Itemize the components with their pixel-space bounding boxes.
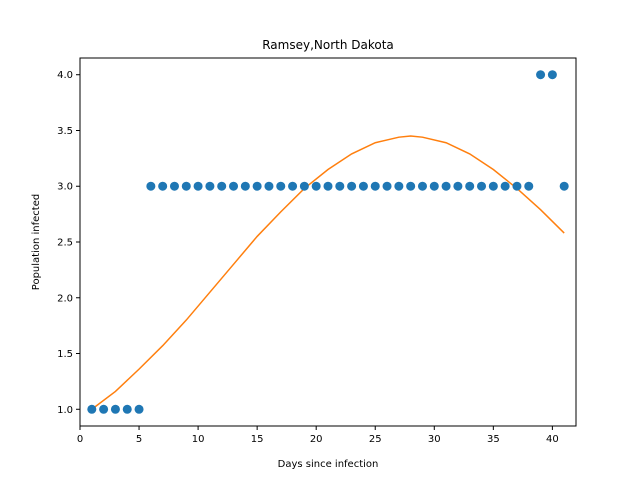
data-point xyxy=(453,181,463,191)
x-tick-label: 15 xyxy=(251,434,264,445)
data-point xyxy=(288,181,298,191)
y-tick-label: 1.0 xyxy=(57,405,73,416)
x-tick-label: 20 xyxy=(310,434,323,445)
data-point xyxy=(547,70,557,80)
data-point xyxy=(358,181,368,191)
data-point xyxy=(311,181,321,191)
data-point xyxy=(134,404,144,414)
x-tick-label: 25 xyxy=(369,434,382,445)
data-point xyxy=(347,181,357,191)
data-point xyxy=(394,181,404,191)
data-point xyxy=(488,181,498,191)
data-point xyxy=(323,181,333,191)
data-point xyxy=(240,181,250,191)
y-tick-label: 3.0 xyxy=(57,182,73,193)
y-tick-label: 3.5 xyxy=(57,126,73,137)
data-point xyxy=(477,181,487,191)
x-tick-label: 5 xyxy=(136,434,142,445)
y-axis-label: Population infected xyxy=(31,194,42,290)
x-axis-label: Days since infection xyxy=(278,459,379,470)
data-point xyxy=(276,181,286,191)
plot-area xyxy=(87,70,569,414)
x-tick-label: 35 xyxy=(487,434,500,445)
y-tick-label: 1.5 xyxy=(57,349,73,360)
x-tick-label: 40 xyxy=(546,434,559,445)
fit-curve-line xyxy=(91,135,565,410)
data-point xyxy=(382,181,392,191)
data-point xyxy=(146,181,156,191)
data-point xyxy=(193,181,203,191)
data-point xyxy=(181,181,191,191)
data-point xyxy=(417,181,427,191)
data-point xyxy=(122,404,132,414)
y-tick-label: 4.0 xyxy=(57,70,73,81)
data-point xyxy=(99,404,109,414)
x-tick-label: 30 xyxy=(428,434,441,445)
data-point xyxy=(299,181,309,191)
data-point xyxy=(536,70,546,80)
data-point xyxy=(524,181,534,191)
data-point xyxy=(370,181,380,191)
data-point xyxy=(169,181,179,191)
y-tick-label: 2.5 xyxy=(57,238,73,249)
data-point xyxy=(217,181,227,191)
data-point xyxy=(205,181,215,191)
data-point xyxy=(512,181,522,191)
data-point xyxy=(335,181,345,191)
data-point xyxy=(252,181,262,191)
x-tick-label: 10 xyxy=(192,434,205,445)
chart-title: Ramsey,North Dakota xyxy=(262,38,394,52)
data-point xyxy=(264,181,274,191)
data-point xyxy=(229,181,239,191)
y-tick-label: 2.0 xyxy=(57,293,73,304)
data-point xyxy=(87,404,97,414)
data-point xyxy=(441,181,451,191)
data-point xyxy=(158,181,168,191)
data-point xyxy=(406,181,416,191)
x-tick-label: 0 xyxy=(77,434,83,445)
data-point xyxy=(500,181,510,191)
data-point xyxy=(559,181,569,191)
data-point xyxy=(465,181,475,191)
data-point xyxy=(429,181,439,191)
data-point xyxy=(110,404,120,414)
